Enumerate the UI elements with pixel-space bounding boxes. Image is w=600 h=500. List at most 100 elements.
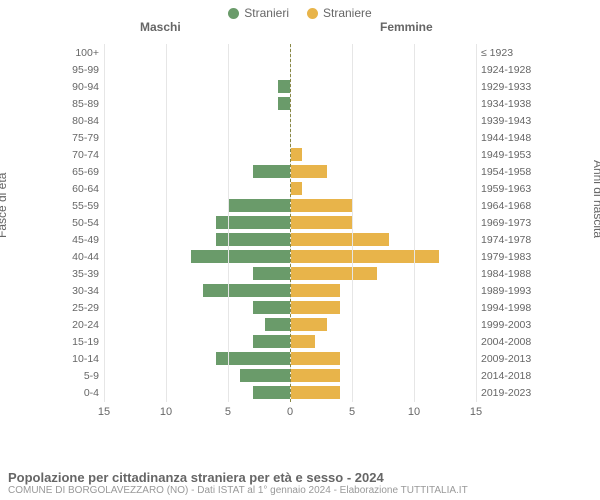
bar-female [290, 199, 352, 212]
age-label: 10-14 [60, 353, 104, 365]
bar-pair [104, 180, 476, 197]
age-label: 40-44 [60, 251, 104, 263]
bar-pair [104, 112, 476, 129]
bar-female [290, 250, 439, 263]
age-label: 85-89 [60, 98, 104, 110]
bar-male [216, 352, 290, 365]
age-row: 25-291994-1998 [60, 299, 536, 316]
bar-pair [104, 163, 476, 180]
age-label: 35-39 [60, 268, 104, 280]
bar-male [191, 250, 290, 263]
column-femmine: Femmine [380, 20, 433, 34]
age-row: 95-99 1924-1928 [60, 61, 536, 78]
birth-year-label: 2014-2018 [476, 370, 536, 382]
bar-pair [104, 265, 476, 282]
bar-female [290, 267, 377, 280]
bar-male [253, 267, 290, 280]
birth-year-label: 1954-1958 [476, 166, 536, 178]
age-label: 20-24 [60, 319, 104, 331]
bar-male [265, 318, 290, 331]
bar-male [253, 386, 290, 399]
bar-pair [104, 146, 476, 163]
bar-pair [104, 95, 476, 112]
birth-year-label: 1974-1978 [476, 234, 536, 246]
age-label: 65-69 [60, 166, 104, 178]
bar-pair [104, 197, 476, 214]
bar-male [278, 80, 290, 93]
x-tick: 10 [408, 406, 420, 418]
age-label: 60-64 [60, 183, 104, 195]
birth-year-label: 1969-1973 [476, 217, 536, 229]
age-label: 5-9 [60, 370, 104, 382]
bar-pair [104, 350, 476, 367]
y-axis-label-left: Fasce di età [0, 173, 9, 238]
age-label: 95-99 [60, 64, 104, 76]
bar-female [290, 233, 389, 246]
age-label: 30-34 [60, 285, 104, 297]
caption-title: Popolazione per cittadinanza straniera p… [8, 470, 592, 485]
legend-label-stranieri: Stranieri [244, 6, 289, 20]
bar-female [290, 352, 340, 365]
bar-male [240, 369, 290, 382]
x-tick: 5 [225, 406, 231, 418]
bar-pair [104, 316, 476, 333]
x-tick: 10 [160, 406, 172, 418]
bar-pair [104, 248, 476, 265]
birth-year-label: 1964-1968 [476, 200, 536, 212]
age-row: 10-14 2009-2013 [60, 350, 536, 367]
bar-pair [104, 61, 476, 78]
bar-female [290, 148, 302, 161]
birth-year-label: 1939-1943 [476, 115, 536, 127]
legend: Stranieri Straniere [0, 0, 600, 20]
bar-pair [104, 299, 476, 316]
birth-year-label: 1989-1993 [476, 285, 536, 297]
birth-year-label: 1944-1948 [476, 132, 536, 144]
birth-year-label: 1949-1953 [476, 149, 536, 161]
x-tick: 5 [349, 406, 355, 418]
caption-subtitle: COMUNE DI BORGOLAVEZZARO (NO) - Dati IST… [8, 485, 592, 496]
bar-female [290, 335, 315, 348]
age-label: 80-84 [60, 115, 104, 127]
bar-male [216, 216, 290, 229]
x-axis: 15105051015 [104, 406, 476, 420]
x-tick: 15 [470, 406, 482, 418]
legend-swatch-straniere [307, 8, 318, 19]
birth-year-label: 1924-1928 [476, 64, 536, 76]
bar-pair [104, 384, 476, 401]
bar-male [216, 233, 290, 246]
age-label: 50-54 [60, 217, 104, 229]
age-label: 70-74 [60, 149, 104, 161]
birth-year-label: 2009-2013 [476, 353, 536, 365]
bar-male [253, 301, 290, 314]
birth-year-label: 1959-1963 [476, 183, 536, 195]
age-row: 75-791944-1948 [60, 129, 536, 146]
age-row: 20-24 1999-2003 [60, 316, 536, 333]
y-axis-label-right: Anni di nascita [591, 160, 600, 238]
bar-pair [104, 282, 476, 299]
bar-pair [104, 367, 476, 384]
age-row: 70-74 1949-1953 [60, 146, 536, 163]
legend-label-straniere: Straniere [323, 6, 372, 20]
x-tick: 0 [287, 406, 293, 418]
bar-male [228, 199, 290, 212]
birth-year-label: 1999-2003 [476, 319, 536, 331]
age-label: 0-4 [60, 387, 104, 399]
birth-year-label: 1929-1933 [476, 81, 536, 93]
bar-male [253, 165, 290, 178]
bar-female [290, 182, 302, 195]
bar-pair [104, 231, 476, 248]
age-row: 15-192004-2008 [60, 333, 536, 350]
age-row: 80-84 1939-1943 [60, 112, 536, 129]
age-row: 35-391984-1988 [60, 265, 536, 282]
age-row: 65-69 1954-1958 [60, 163, 536, 180]
bar-male [253, 335, 290, 348]
birth-year-label: 2019-2023 [476, 387, 536, 399]
age-row: 0-4 2019-2023 [60, 384, 536, 401]
bar-female [290, 386, 340, 399]
age-row: 90-941929-1933 [60, 78, 536, 95]
bar-pair [104, 214, 476, 231]
age-label: 25-29 [60, 302, 104, 314]
legend-swatch-stranieri [228, 8, 239, 19]
age-label: 55-59 [60, 200, 104, 212]
x-tick: 15 [98, 406, 110, 418]
